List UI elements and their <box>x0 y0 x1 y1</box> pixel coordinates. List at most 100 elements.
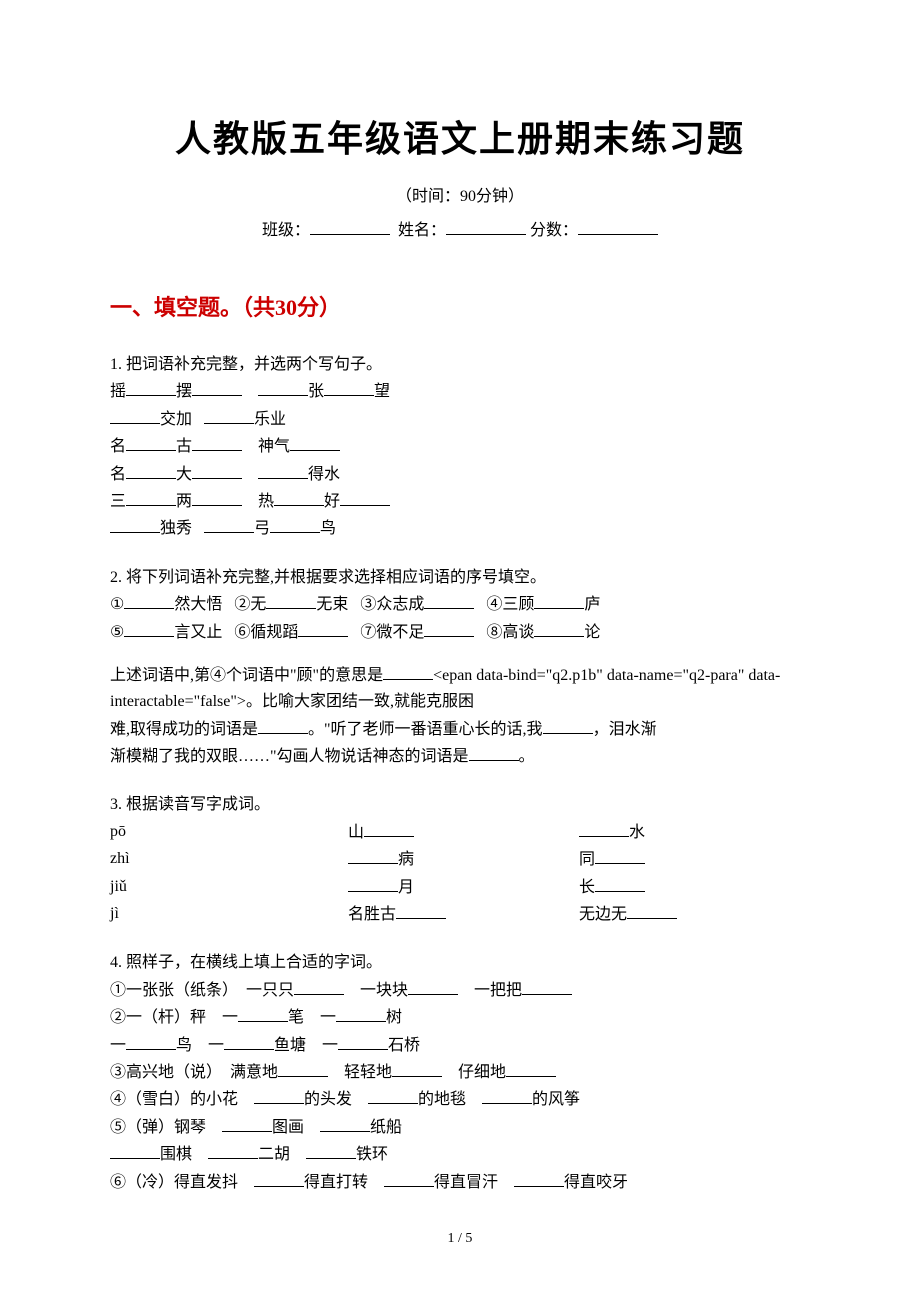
fill-blank[interactable] <box>579 819 629 837</box>
question-3: 3. 根据读音写字成词。 pō 山 水 zhì 病 同 jiǔ 月 长 jì 名… <box>110 792 810 928</box>
fill-blank[interactable] <box>338 1032 388 1050</box>
fill-blank[interactable] <box>543 716 593 734</box>
q4-text: ②一（杆）秤 一 <box>110 1009 238 1026</box>
fill-blank[interactable] <box>368 1086 418 1104</box>
fill-blank[interactable] <box>534 591 584 609</box>
fill-blank[interactable] <box>204 406 254 424</box>
fill-blank[interactable] <box>266 591 316 609</box>
class-label: 班级： <box>262 222 310 239</box>
fill-blank[interactable] <box>126 378 176 396</box>
fill-blank[interactable] <box>306 1141 356 1159</box>
fill-blank[interactable] <box>522 977 572 995</box>
fill-blank[interactable] <box>126 488 176 506</box>
q2-text: ②无 <box>234 596 266 613</box>
fill-blank[interactable] <box>627 901 677 919</box>
q3-text: 无边无 <box>579 906 627 923</box>
q3-text: 月 <box>398 879 414 896</box>
fill-blank[interactable] <box>324 378 374 396</box>
fill-blank[interactable] <box>204 515 254 533</box>
fill-blank[interactable] <box>364 819 414 837</box>
class-blank[interactable] <box>310 217 390 235</box>
doc-title: 人教版五年级语文上册期末练习题 <box>110 110 810 162</box>
fill-blank[interactable] <box>124 591 174 609</box>
name-blank[interactable] <box>446 217 526 235</box>
fill-blank[interactable] <box>254 1169 304 1187</box>
fill-blank[interactable] <box>336 1004 386 1022</box>
q4-text: 得直打转 <box>304 1174 384 1191</box>
fill-blank[interactable] <box>192 378 242 396</box>
score-label: 分数： <box>530 222 578 239</box>
q4-text: 石桥 <box>388 1037 420 1054</box>
fill-blank[interactable] <box>298 619 348 637</box>
fill-blank[interactable] <box>396 901 446 919</box>
fill-blank[interactable] <box>270 515 320 533</box>
q4-text: ⑤（弹）钢琴 <box>110 1119 222 1136</box>
q2-para: 。比喻大家团结一致,就能克服困 <box>246 693 474 710</box>
q4-text: 得直冒汗 <box>434 1174 514 1191</box>
fill-blank[interactable] <box>110 406 160 424</box>
fill-blank[interactable] <box>258 378 308 396</box>
q3-text: 长 <box>579 879 595 896</box>
fill-blank[interactable] <box>110 1141 160 1159</box>
fill-blank[interactable] <box>110 515 160 533</box>
q4-text: 的地毯 <box>418 1091 482 1108</box>
fill-blank[interactable] <box>424 591 474 609</box>
fill-blank[interactable] <box>126 461 176 479</box>
fill-blank[interactable] <box>254 1086 304 1104</box>
fill-blank[interactable] <box>384 1169 434 1187</box>
fill-blank[interactable] <box>224 1032 274 1050</box>
q4-text: 得直咬牙 <box>564 1174 628 1191</box>
fill-blank[interactable] <box>469 743 519 761</box>
fill-blank[interactable] <box>290 433 340 451</box>
fill-blank[interactable] <box>506 1059 556 1077</box>
q1-text: 得水 <box>308 466 340 483</box>
q4-text: 铁环 <box>356 1146 388 1163</box>
fill-blank[interactable] <box>192 488 242 506</box>
fill-blank[interactable] <box>340 488 390 506</box>
fill-blank[interactable] <box>274 488 324 506</box>
q2-text: 论 <box>584 624 600 641</box>
fill-blank[interactable] <box>514 1169 564 1187</box>
fill-blank[interactable] <box>126 433 176 451</box>
fill-blank[interactable] <box>408 977 458 995</box>
q4-text: 笔 一 <box>288 1009 336 1026</box>
fill-blank[interactable] <box>192 433 242 451</box>
q1-text: 好 <box>324 493 340 510</box>
student-info-row: 班级： 姓名： 分数： <box>110 216 810 240</box>
fill-blank[interactable] <box>278 1059 328 1077</box>
q2-para: 。 <box>519 748 535 765</box>
fill-blank[interactable] <box>222 1114 272 1132</box>
question-4: 4. 照样子，在横线上填上合适的字词。 ①一张张（纸条） 一只只 一块块 一把把… <box>110 950 810 1196</box>
q1-text: 鸟 <box>320 520 336 537</box>
fill-blank[interactable] <box>294 977 344 995</box>
fill-blank[interactable] <box>534 619 584 637</box>
q1-text: 大 <box>176 466 192 483</box>
fill-blank[interactable] <box>320 1114 370 1132</box>
q4-text: 鱼塘 一 <box>274 1037 338 1054</box>
fill-blank[interactable] <box>348 846 398 864</box>
fill-blank[interactable] <box>126 1032 176 1050</box>
q2-prompt: 2. 将下列词语补充完整,并根据要求选择相应词语的序号填空。 <box>110 565 810 591</box>
q4-text: 纸船 <box>370 1119 402 1136</box>
fill-blank[interactable] <box>424 619 474 637</box>
fill-blank[interactable] <box>482 1086 532 1104</box>
q2-para: 。"听了老师一番语重心长的话,我 <box>308 721 543 738</box>
fill-blank[interactable] <box>595 846 645 864</box>
q1-text: 望 <box>374 383 390 400</box>
q4-text: 一把把 <box>458 982 522 999</box>
q3-text: 同 <box>579 851 595 868</box>
fill-blank[interactable] <box>192 461 242 479</box>
fill-blank[interactable] <box>258 716 308 734</box>
fill-blank[interactable] <box>208 1141 258 1159</box>
q2-text: 庐 <box>584 596 600 613</box>
fill-blank[interactable] <box>124 619 174 637</box>
fill-blank[interactable] <box>238 1004 288 1022</box>
q2-text: ④三顾 <box>486 596 534 613</box>
fill-blank[interactable] <box>348 874 398 892</box>
fill-blank[interactable] <box>595 874 645 892</box>
fill-blank[interactable] <box>383 662 433 680</box>
q4-text: ③高兴地（说） 满意地 <box>110 1064 278 1081</box>
score-blank[interactable] <box>578 217 658 235</box>
fill-blank[interactable] <box>258 461 308 479</box>
fill-blank[interactable] <box>392 1059 442 1077</box>
